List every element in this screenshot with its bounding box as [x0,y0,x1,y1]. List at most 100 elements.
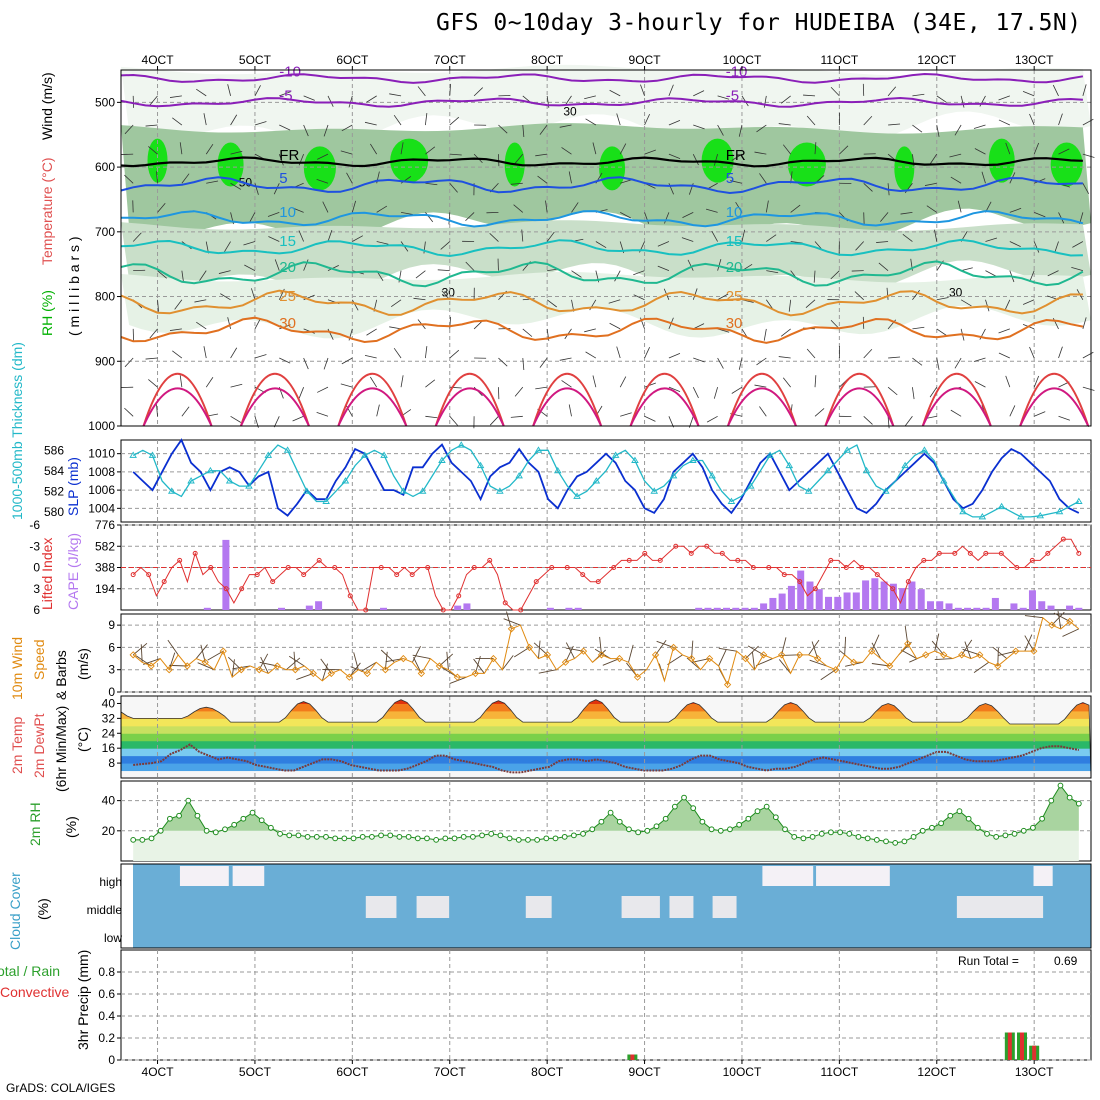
y-tick-label: 40 [102,794,116,808]
bottom-date-ticks: 4OCT 5OCT 6OCT 7OCT 8OCT 9OCT 10OCT 11OCT 12OCT 1… [142,1060,1054,1079]
li-marker [1060,536,1066,542]
wind-barb [766,270,779,274]
cape-bar [1010,603,1018,610]
wind10m-barb [439,653,454,667]
thickness-marker [206,466,215,474]
rh2m-marker [653,823,660,830]
wind-barb [756,357,767,366]
wind10m-marker [435,662,444,670]
wind10m-barb [820,669,836,681]
rh2m-marker [828,829,834,836]
wind-barb [390,299,402,307]
wind10m-barb [964,641,972,659]
rh2m-marker [488,830,495,837]
wind-barb [425,379,436,388]
temp-band [121,710,1091,719]
ylabel-lifted-index: Lifted Index [39,538,55,610]
wind10m-marker [832,666,840,674]
thickness-marker [920,446,929,453]
rh2m-marker [1048,797,1055,804]
wind-barb [206,180,219,184]
wind-barb [174,299,183,310]
wind10m-barb [200,644,206,663]
y-tick-label: 40 [102,696,116,710]
wind-barb [805,299,816,308]
wind-barb [369,376,378,388]
li-marker [1076,550,1082,556]
x-tick-label: 12OCT [917,1065,956,1079]
wind-barb [763,95,767,108]
wind-barb [465,261,475,271]
cape-bar [982,607,990,610]
wind-barb [156,404,158,417]
rh-blob [217,142,244,187]
rh2m-marker [469,833,476,840]
li-marker [921,557,927,563]
cape-bar [760,603,768,610]
wind-barb [830,270,840,280]
slp-line [132,438,1080,517]
wind-barb [619,143,627,155]
wind-barb [900,212,913,215]
isotherm-label: -5 [279,87,292,104]
rh2m-ticks: 40 20 [102,794,121,838]
precip-panel: 0.8 0.6 0.4 0.2 0 4OCT 5OCT 6OCT 7OCT 8OCT 9OCT 10… [0,949,1092,1079]
slp-thickness-panel: 586 584 582 580 1010 1008 1006 1004 1000-500mb … [9,342,1092,523]
wind-barb [888,123,901,126]
wind10m-barb [288,655,305,667]
ylabel-2m-rh: 2m RH [27,802,43,846]
wind-barb [449,153,462,156]
rh2m-marker [194,812,201,819]
li-marker [859,565,865,570]
thickness-marker [167,487,176,494]
wind-barb [1082,183,1090,194]
isotherm-25 [120,289,1083,317]
thickness-marker [689,456,697,463]
wind-barb [592,142,597,155]
wind-barb [790,241,803,244]
wind-barb [584,95,596,100]
wind-barb [902,233,913,242]
li-marker [223,586,229,592]
wind-barb [389,93,402,97]
li-marker [766,565,772,570]
wind-barb [998,119,1010,126]
cape-bar [889,583,897,610]
rh2m-marker [258,817,265,824]
wind10m-barb [809,659,827,667]
cloud-level-label: low [104,931,122,945]
rh-contour-label: 30 [563,104,577,118]
li-marker [797,579,803,585]
wind-barb [644,415,656,422]
thickness-marker [457,441,466,448]
rh2m-marker [396,833,403,840]
rh2m-marker [525,836,531,843]
y-tick-label: 0.2 [98,1031,115,1045]
li-marker [208,565,214,570]
wind-barb [668,119,681,126]
wind-barb [437,269,450,272]
li-tick-label: -3 [29,539,40,553]
wind-barb [924,182,937,186]
cape-bar [899,588,907,610]
wind10m-barb [168,652,176,670]
wind-barb [199,270,207,281]
wind10m-marker [777,651,786,659]
wind-barb [449,83,451,96]
wind10m-barb [1062,628,1080,637]
wind-barb [351,299,359,311]
wind-barb [863,182,873,192]
wind-barb [1034,212,1046,218]
slp-thickness-lines [129,438,1083,520]
wind10m-barb [565,642,575,659]
wind10m-barb [411,646,421,663]
wind-barb [788,299,792,312]
wind-barb [1071,266,1083,272]
wind-barb [346,172,353,184]
thickness-marker [360,451,369,458]
rh2m-marker [644,827,651,834]
wind-barb [274,259,280,271]
wind-barb [424,346,428,359]
wind-barb [539,357,548,368]
